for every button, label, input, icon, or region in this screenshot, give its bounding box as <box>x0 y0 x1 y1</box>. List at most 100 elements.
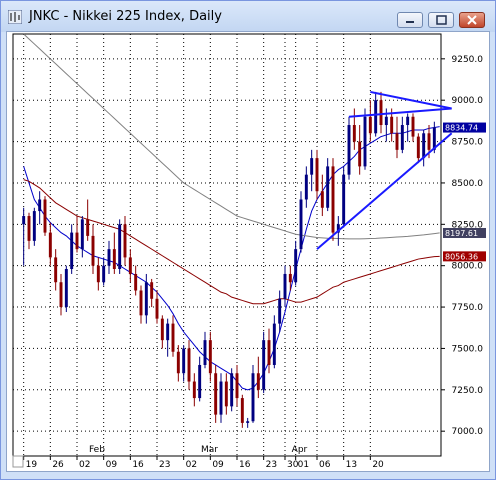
candle-body <box>400 125 404 150</box>
candle-body <box>230 373 234 407</box>
candle-body <box>288 273 292 283</box>
candle-body <box>294 249 298 283</box>
scroll-box[interactable] <box>12 455 24 468</box>
minimize-icon <box>406 21 414 23</box>
x-tick-label: 01 <box>298 460 309 470</box>
candle-body <box>22 216 26 225</box>
y-tick-label: 8000.0 <box>452 262 484 272</box>
candle-body <box>422 133 426 159</box>
candle-body <box>139 290 143 316</box>
candle-body <box>331 166 335 233</box>
x-tick-label: 19 <box>26 460 38 470</box>
candle-body <box>347 125 351 175</box>
candle-body <box>150 282 154 299</box>
month-label: Feb <box>89 445 105 455</box>
candle-body <box>379 100 383 126</box>
candle-body <box>38 199 42 212</box>
candle-body <box>315 158 319 192</box>
candle-body <box>59 282 63 308</box>
candle-body <box>352 125 356 142</box>
candle-body <box>320 191 324 208</box>
y-tick-label: 9250.0 <box>452 55 484 65</box>
chart-area[interactable]: 7000.0 7250.0 7500.0 7750.0 8000.0 8250.0 8500… <box>6 31 490 472</box>
candle-body <box>208 340 212 374</box>
candle-body <box>192 381 196 399</box>
candle-body <box>251 373 255 422</box>
date-axis: 19 26 02 09 16 23 02 09 16 23 30 01 06 13 20 Feb Mar Apr <box>23 445 384 470</box>
candle-body <box>384 116 388 126</box>
candle-body <box>155 298 159 319</box>
close-button[interactable] <box>459 12 485 28</box>
candle-body <box>358 141 362 167</box>
candle-body <box>86 219 90 236</box>
price-tag <box>443 227 486 238</box>
candle-body <box>283 273 287 299</box>
y-tick-label: 8500.0 <box>452 179 484 189</box>
candle-body <box>134 273 138 291</box>
maximize-icon <box>436 15 447 25</box>
x-tick-label: 26 <box>52 460 64 470</box>
x-tick-label: 02 <box>186 460 197 470</box>
price-tag-label: 8197.61 <box>445 229 478 238</box>
price-tag-label: 8056.36 <box>445 252 478 261</box>
candle-body <box>27 216 31 241</box>
candle-body <box>326 166 330 208</box>
x-tick-label: 13 <box>346 460 357 470</box>
x-tick-label: 23 <box>159 460 170 470</box>
x-tick-label: 06 <box>319 460 331 470</box>
candle-body <box>246 421 250 423</box>
candle-body <box>363 116 367 167</box>
candle-body <box>406 116 410 126</box>
x-tick-label: 09 <box>212 460 224 470</box>
trendline <box>316 132 453 250</box>
candle-body <box>176 351 180 374</box>
candle-body <box>171 323 175 352</box>
candle-body <box>112 249 116 269</box>
candle-body <box>144 282 148 316</box>
chart-icon <box>8 10 22 24</box>
x-tick-label: 20 <box>372 460 384 470</box>
ma-long-line <box>23 33 440 240</box>
price-tag-label: 8834.74 <box>445 124 478 133</box>
x-tick-label: 16 <box>239 460 251 470</box>
minimize-button[interactable] <box>397 12 423 28</box>
x-tick-label: 16 <box>132 460 144 470</box>
price-tag <box>443 122 486 133</box>
candle-body <box>160 318 164 341</box>
y-tick-label: 9000.0 <box>452 96 484 106</box>
ma-mid-line <box>23 179 440 305</box>
candle-body <box>182 348 186 374</box>
maximize-button[interactable] <box>428 12 454 28</box>
x-tick-label: 02 <box>79 460 90 470</box>
candle-body <box>262 340 266 390</box>
close-icon <box>467 15 477 25</box>
candle-body <box>107 249 111 266</box>
candle-body <box>299 199 303 250</box>
x-tick-label: 09 <box>106 460 118 470</box>
candle-body <box>118 224 122 269</box>
y-tick-label: 8250.0 <box>452 220 484 230</box>
candlestick-chart[interactable]: 7000.0 7250.0 7500.0 7750.0 8000.0 8250.0 8500… <box>7 32 489 471</box>
candle-body <box>32 211 36 241</box>
candle-body <box>272 323 276 365</box>
trendline <box>348 107 452 118</box>
x-tick-label: 30 <box>287 460 299 470</box>
y-tick-label: 8750.0 <box>452 138 484 148</box>
candle-body <box>278 298 282 324</box>
y-tick-label: 7250.0 <box>452 386 484 396</box>
candle-body <box>374 100 378 134</box>
candle-body <box>75 232 79 250</box>
x-tick-label: 23 <box>266 460 277 470</box>
trendlines <box>316 90 453 250</box>
candle-body <box>198 364 202 399</box>
candle-body <box>102 265 106 283</box>
candle-body <box>304 174 308 200</box>
candle-body <box>166 323 170 341</box>
grid <box>13 34 441 456</box>
candle-body <box>43 199 47 233</box>
candle-body <box>187 348 191 382</box>
candle-body <box>427 133 431 150</box>
candle-body <box>395 133 399 150</box>
title-bar[interactable]: JNKC - Nikkei 225 Index, Daily <box>1 1 495 32</box>
candle-body <box>256 373 260 390</box>
